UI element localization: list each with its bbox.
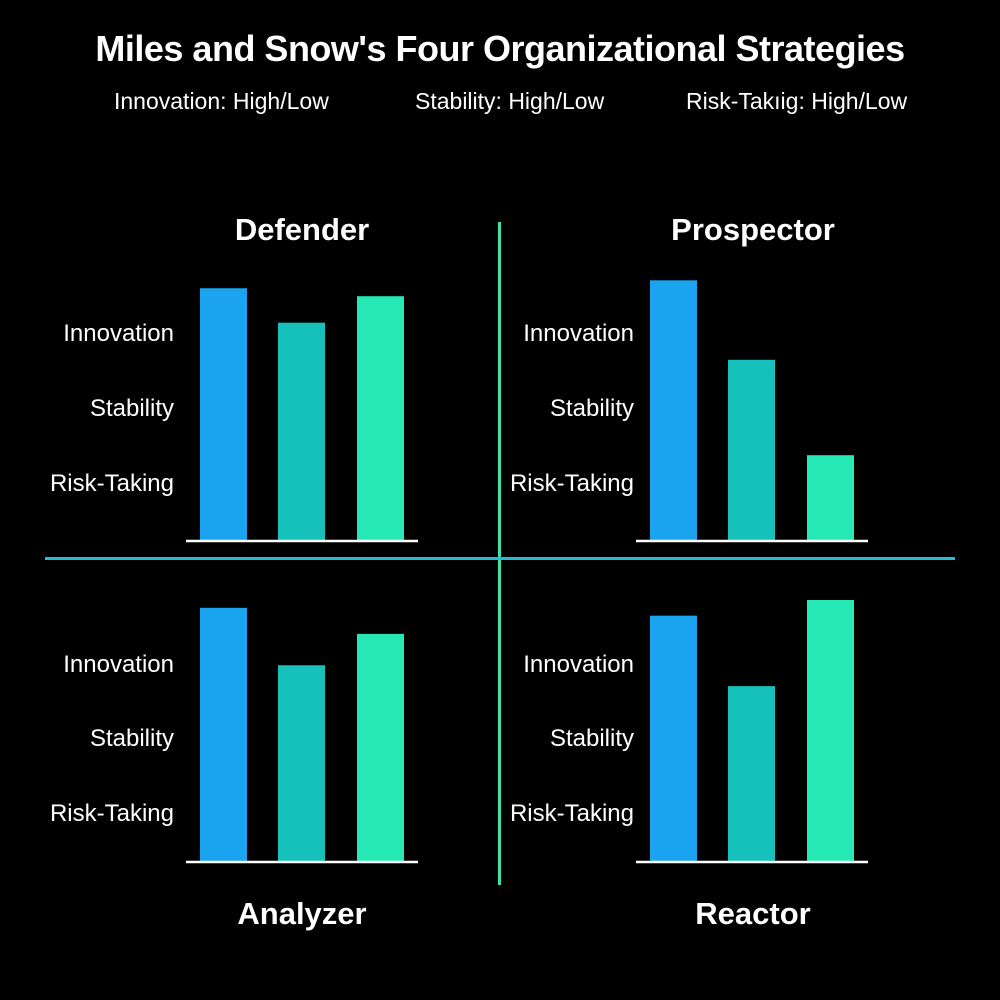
defender-bar-innovation: [200, 288, 247, 540]
defender-bar-risk-taking: [357, 296, 404, 540]
prospector-bar-risk-taking: [807, 455, 854, 540]
analyzer-bar-risk-taking: [357, 633, 404, 861]
prospector-label-risk-taking: Risk-Taking: [509, 470, 634, 497]
panel-title-prospector: Prospector: [671, 212, 835, 247]
analyzer-bar-stability: [278, 665, 325, 861]
horizontal-quadrant-divider: [45, 557, 955, 560]
defender-bar-stability: [278, 322, 325, 540]
legend: Innovation: High/Low Stability: High/Low…: [0, 88, 1000, 118]
vertical-quadrant-divider: [498, 222, 501, 885]
legend-stability: Stability: High/Low: [415, 88, 605, 114]
reactor-label-innovation: Innovation: [523, 651, 634, 678]
reactor-bar-stability: [728, 686, 775, 861]
analyzer-label-stability: Stability: [89, 725, 174, 752]
analyzer-bar-innovation: [200, 607, 247, 861]
defender-label-risk-taking: Risk-Taking: [49, 470, 174, 497]
reactor-bar-risk-taking: [807, 600, 854, 861]
prospector-label-stability: Stability: [549, 395, 634, 422]
reactor-label-stability: Stability: [549, 725, 634, 752]
defender-label-stability: Stability: [89, 395, 174, 422]
analyzer-label-innovation: Innovation: [63, 651, 174, 678]
prospector-bar-innovation: [650, 280, 697, 540]
prospector-label-innovation: Innovation: [523, 320, 634, 347]
analyzer-label-risk-taking: Risk-Taking: [49, 800, 174, 827]
prospector-bar-stability: [728, 359, 775, 540]
chart-title: Miles and Snow's Four Organizational Str…: [95, 28, 905, 69]
panel-title-analyzer: Analyzer: [237, 896, 367, 931]
panel-title-defender: Defender: [234, 212, 370, 247]
reactor-label-risk-taking: Risk-Taking: [509, 800, 634, 827]
legend-risk-taking: Risk-Takıig: High/Low: [686, 88, 908, 114]
reactor-bar-innovation: [650, 615, 697, 861]
defender-label-innovation: Innovation: [63, 320, 174, 347]
panel-title-reactor: Reactor: [695, 896, 811, 931]
legend-innovation: Innovation: High/Low: [114, 88, 329, 114]
